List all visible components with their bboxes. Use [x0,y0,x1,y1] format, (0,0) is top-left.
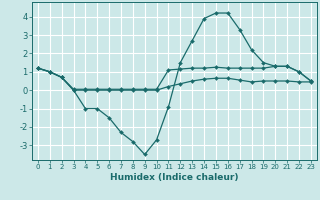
X-axis label: Humidex (Indice chaleur): Humidex (Indice chaleur) [110,173,239,182]
